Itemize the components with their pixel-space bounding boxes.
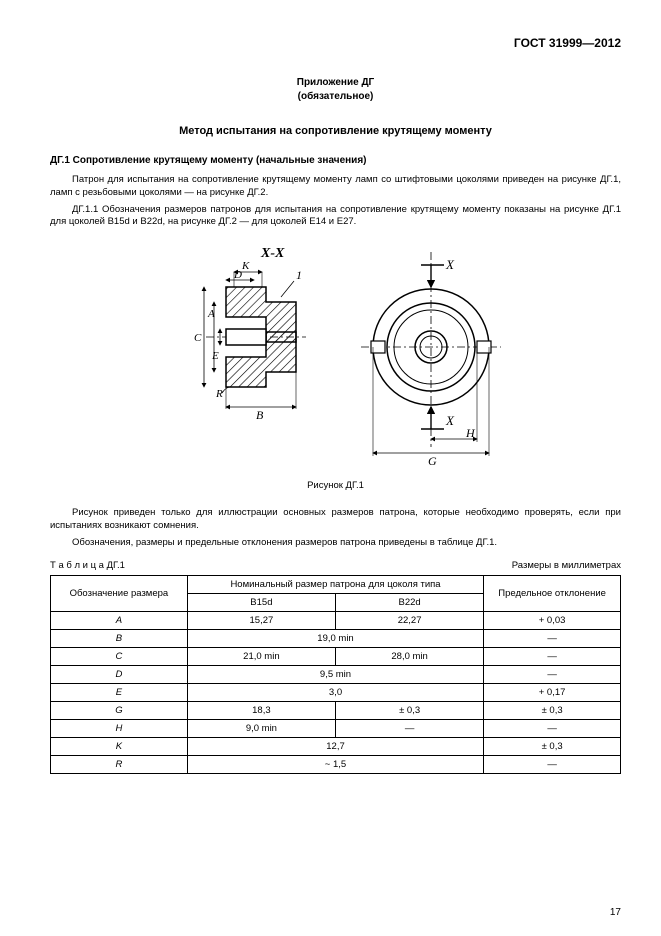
th-tol: Предельное отклонение	[484, 575, 621, 611]
appendix-block: Приложение ДГ (обязательное)	[50, 76, 621, 103]
table-row: E3,0+ 0,17	[51, 683, 621, 701]
svg-text:A: A	[207, 308, 215, 320]
cell-val-b: ± 0,3	[336, 701, 484, 719]
cell-key: A	[51, 611, 188, 629]
th-nom: Номинальный размер патрона для цоколя ти…	[187, 575, 483, 593]
table-row: H9,0 min——	[51, 719, 621, 737]
table-row: D9,5 min—	[51, 665, 621, 683]
table-units: Размеры в миллиметрах	[512, 560, 621, 571]
cell-key: K	[51, 737, 188, 755]
cell-val-a: 9,0 min	[187, 719, 335, 737]
dimensions-table: Обозначение размера Номинальный размер п…	[50, 575, 621, 774]
cell-tol: —	[484, 665, 621, 683]
svg-text:H: H	[465, 426, 476, 440]
table-row: C21,0 min28,0 min—	[51, 647, 621, 665]
cell-key: B	[51, 629, 188, 647]
th-des: Обозначение размера	[51, 575, 188, 611]
th-b22d: B22d	[336, 593, 484, 611]
cell-tol: ± 0,3	[484, 737, 621, 755]
page-number: 17	[610, 907, 621, 918]
cell-val-b: 22,27	[336, 611, 484, 629]
cell-val-a: 21,0 min	[187, 647, 335, 665]
cell-val: 12,7	[187, 737, 483, 755]
table-label: Т а б л и ц а ДГ.1	[50, 560, 125, 571]
cell-key: C	[51, 647, 188, 665]
table-row: G18,3± 0,3± 0,3	[51, 701, 621, 719]
figure-dg1: X-X K	[50, 237, 621, 472]
svg-text:G: G	[428, 454, 437, 467]
svg-text:E: E	[211, 350, 219, 362]
cell-val: 19,0 min	[187, 629, 483, 647]
cell-val: 9,5 min	[187, 665, 483, 683]
cell-tol: —	[484, 755, 621, 773]
svg-text:K: K	[241, 260, 250, 272]
section-title: Метод испытания на сопротивление крутяще…	[50, 125, 621, 137]
svg-text:X: X	[445, 413, 455, 428]
svg-text:X-X: X-X	[260, 246, 285, 261]
svg-text:D: D	[233, 269, 242, 281]
svg-text:C: C	[194, 332, 202, 344]
note-1: Рисунок приведен только для иллюстрации …	[50, 507, 621, 533]
svg-text:B: B	[256, 408, 264, 422]
cell-val-b: —	[336, 719, 484, 737]
th-b15d: B15d	[187, 593, 335, 611]
paragraph-1: Патрон для испытания на сопротивление кр…	[50, 174, 621, 200]
cell-tol: + 0,17	[484, 683, 621, 701]
cell-tol: —	[484, 719, 621, 737]
cell-key: D	[51, 665, 188, 683]
appendix-l1: Приложение ДГ	[297, 77, 374, 88]
cell-val-b: 28,0 min	[336, 647, 484, 665]
table-row: K12,7± 0,3	[51, 737, 621, 755]
cell-key: H	[51, 719, 188, 737]
svg-text:R: R	[215, 388, 223, 400]
subsection-label: ДГ.1 Сопротивление крутящему моменту (на…	[50, 155, 621, 166]
table-row: R~ 1,5—	[51, 755, 621, 773]
cell-tol: —	[484, 629, 621, 647]
cell-val: 3,0	[187, 683, 483, 701]
cell-val: ~ 1,5	[187, 755, 483, 773]
svg-text:1: 1	[296, 268, 302, 282]
cell-key: E	[51, 683, 188, 701]
cell-tol: ± 0,3	[484, 701, 621, 719]
cell-key: R	[51, 755, 188, 773]
cell-val-a: 15,27	[187, 611, 335, 629]
doc-header: ГОСТ 31999—2012	[50, 36, 621, 50]
figure-caption: Рисунок ДГ.1	[50, 480, 621, 491]
cell-val-a: 18,3	[187, 701, 335, 719]
cell-tol: + 0,03	[484, 611, 621, 629]
table-row: B19,0 min—	[51, 629, 621, 647]
appendix-l2: (обязательное)	[298, 91, 374, 102]
svg-text:X: X	[445, 257, 455, 272]
cell-tol: —	[484, 647, 621, 665]
note-2: Обозначения, размеры и предельные отклон…	[50, 537, 621, 550]
table-row: A15,2722,27+ 0,03	[51, 611, 621, 629]
paragraph-2: ДГ.1.1 Обозначения размеров патронов для…	[50, 204, 621, 230]
cell-key: G	[51, 701, 188, 719]
